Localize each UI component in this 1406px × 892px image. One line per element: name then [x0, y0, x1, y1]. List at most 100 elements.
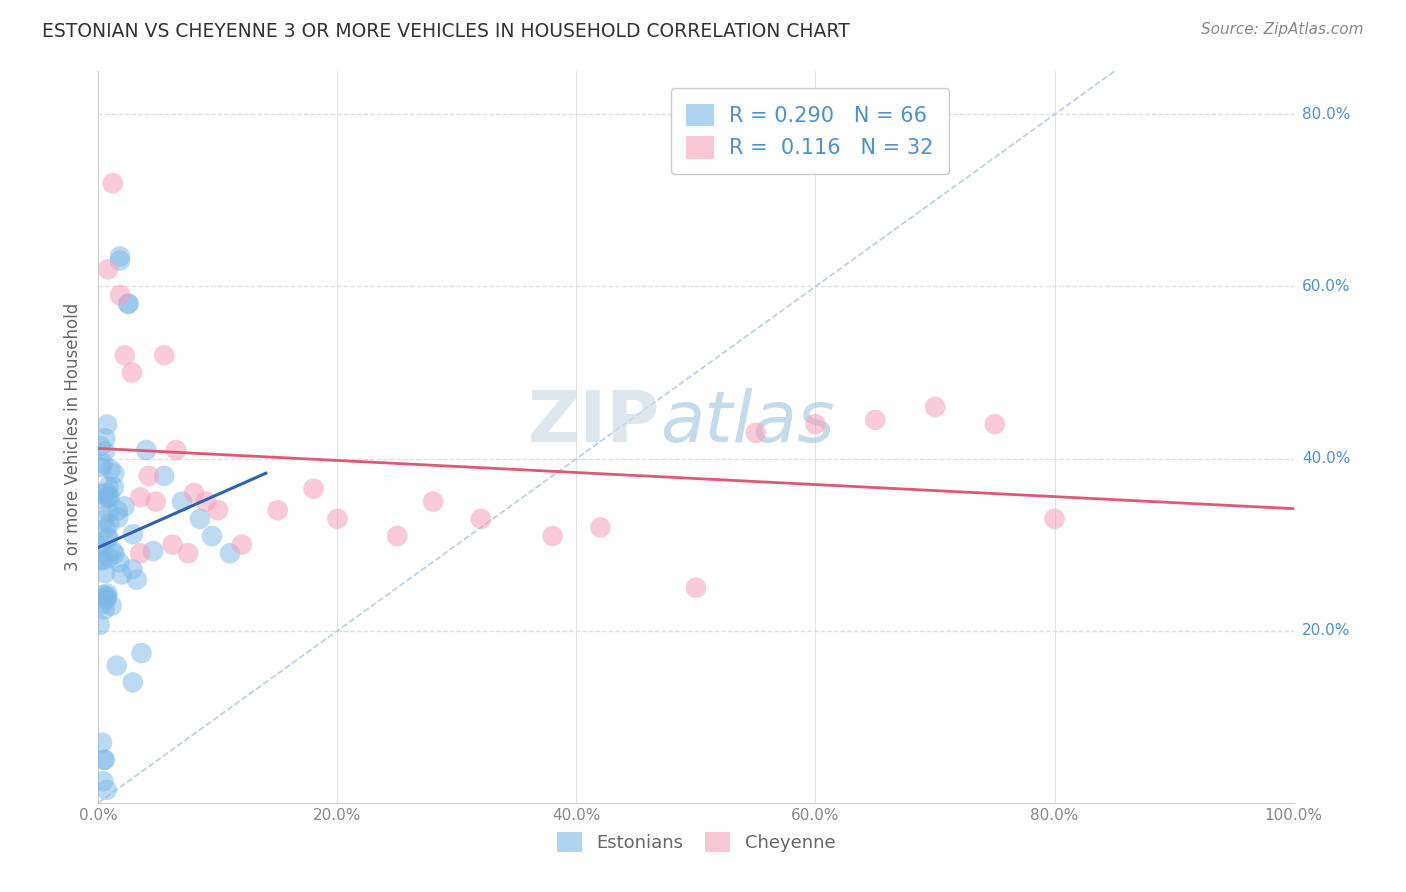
- Point: [326, 512, 349, 526]
- Point: [117, 296, 139, 310]
- Point: [91, 735, 114, 749]
- Point: [96, 587, 118, 601]
- Legend: Estonians, Cheyenne: Estonians, Cheyenne: [543, 817, 849, 867]
- Point: [745, 425, 768, 440]
- Point: [91, 588, 114, 602]
- Point: [138, 468, 160, 483]
- Point: [470, 512, 492, 526]
- Point: [93, 753, 115, 767]
- Point: [107, 503, 129, 517]
- Point: [101, 176, 124, 190]
- Point: [89, 553, 111, 567]
- Point: [108, 249, 131, 263]
- Point: [94, 566, 117, 580]
- Point: [94, 521, 117, 535]
- Point: [93, 753, 115, 767]
- Point: [114, 500, 136, 514]
- Point: [865, 413, 887, 427]
- Point: [121, 562, 143, 576]
- Text: 20.0%: 20.0%: [1302, 624, 1350, 638]
- Point: [98, 516, 121, 531]
- Point: [172, 494, 194, 508]
- Point: [685, 581, 707, 595]
- Point: [195, 494, 218, 508]
- Point: [104, 547, 127, 561]
- Point: [94, 493, 117, 508]
- Point: [97, 262, 120, 277]
- Point: [98, 490, 121, 504]
- Point: [589, 520, 612, 534]
- Point: [1043, 512, 1066, 526]
- Point: [183, 486, 205, 500]
- Point: [96, 591, 118, 605]
- Point: [135, 442, 157, 457]
- Point: [91, 774, 114, 789]
- Point: [103, 480, 125, 494]
- Point: [804, 417, 827, 432]
- Point: [91, 456, 114, 470]
- Point: [125, 573, 148, 587]
- Point: [89, 439, 111, 453]
- Point: [96, 417, 118, 432]
- Point: [108, 253, 131, 268]
- Point: [117, 296, 139, 310]
- Point: [422, 494, 444, 508]
- Point: [108, 556, 131, 570]
- Point: [165, 442, 187, 457]
- Point: [91, 553, 114, 567]
- Text: 80.0%: 80.0%: [1302, 107, 1350, 122]
- Text: ZIP: ZIP: [527, 388, 661, 457]
- Point: [96, 491, 118, 505]
- Point: [101, 544, 124, 558]
- Point: [162, 538, 184, 552]
- Text: ESTONIAN VS CHEYENNE 3 OR MORE VEHICLES IN HOUSEHOLD CORRELATION CHART: ESTONIAN VS CHEYENNE 3 OR MORE VEHICLES …: [42, 22, 851, 41]
- Point: [145, 494, 167, 508]
- Point: [90, 597, 112, 611]
- Point: [267, 503, 290, 517]
- Point: [105, 658, 128, 673]
- Point: [98, 550, 121, 565]
- Point: [114, 348, 136, 362]
- Point: [107, 510, 129, 524]
- Point: [121, 366, 143, 380]
- Text: 60.0%: 60.0%: [1302, 279, 1350, 294]
- Point: [100, 462, 122, 476]
- Point: [201, 529, 224, 543]
- Point: [219, 546, 242, 560]
- Y-axis label: 3 or more Vehicles in Household: 3 or more Vehicles in Household: [65, 303, 83, 571]
- Point: [153, 468, 176, 483]
- Point: [122, 527, 145, 541]
- Point: [97, 490, 120, 504]
- Point: [129, 491, 152, 505]
- Point: [188, 512, 211, 526]
- Point: [96, 485, 118, 500]
- Point: [153, 348, 176, 362]
- Point: [89, 618, 111, 632]
- Point: [93, 513, 115, 527]
- Point: [91, 487, 114, 501]
- Text: atlas: atlas: [661, 388, 835, 457]
- Point: [98, 505, 121, 519]
- Point: [94, 444, 117, 458]
- Point: [129, 546, 152, 560]
- Point: [94, 592, 117, 607]
- Point: [96, 590, 118, 604]
- Point: [103, 467, 125, 481]
- Point: [541, 529, 564, 543]
- Point: [302, 482, 325, 496]
- Point: [231, 538, 253, 552]
- Point: [93, 602, 115, 616]
- Point: [97, 530, 120, 544]
- Point: [90, 460, 112, 475]
- Point: [90, 546, 112, 560]
- Point: [924, 400, 946, 414]
- Point: [121, 675, 143, 690]
- Point: [94, 431, 117, 445]
- Point: [142, 544, 165, 558]
- Point: [385, 529, 409, 543]
- Point: [97, 480, 120, 494]
- Text: Source: ZipAtlas.com: Source: ZipAtlas.com: [1201, 22, 1364, 37]
- Point: [100, 599, 122, 613]
- Point: [131, 646, 153, 660]
- Point: [97, 531, 120, 545]
